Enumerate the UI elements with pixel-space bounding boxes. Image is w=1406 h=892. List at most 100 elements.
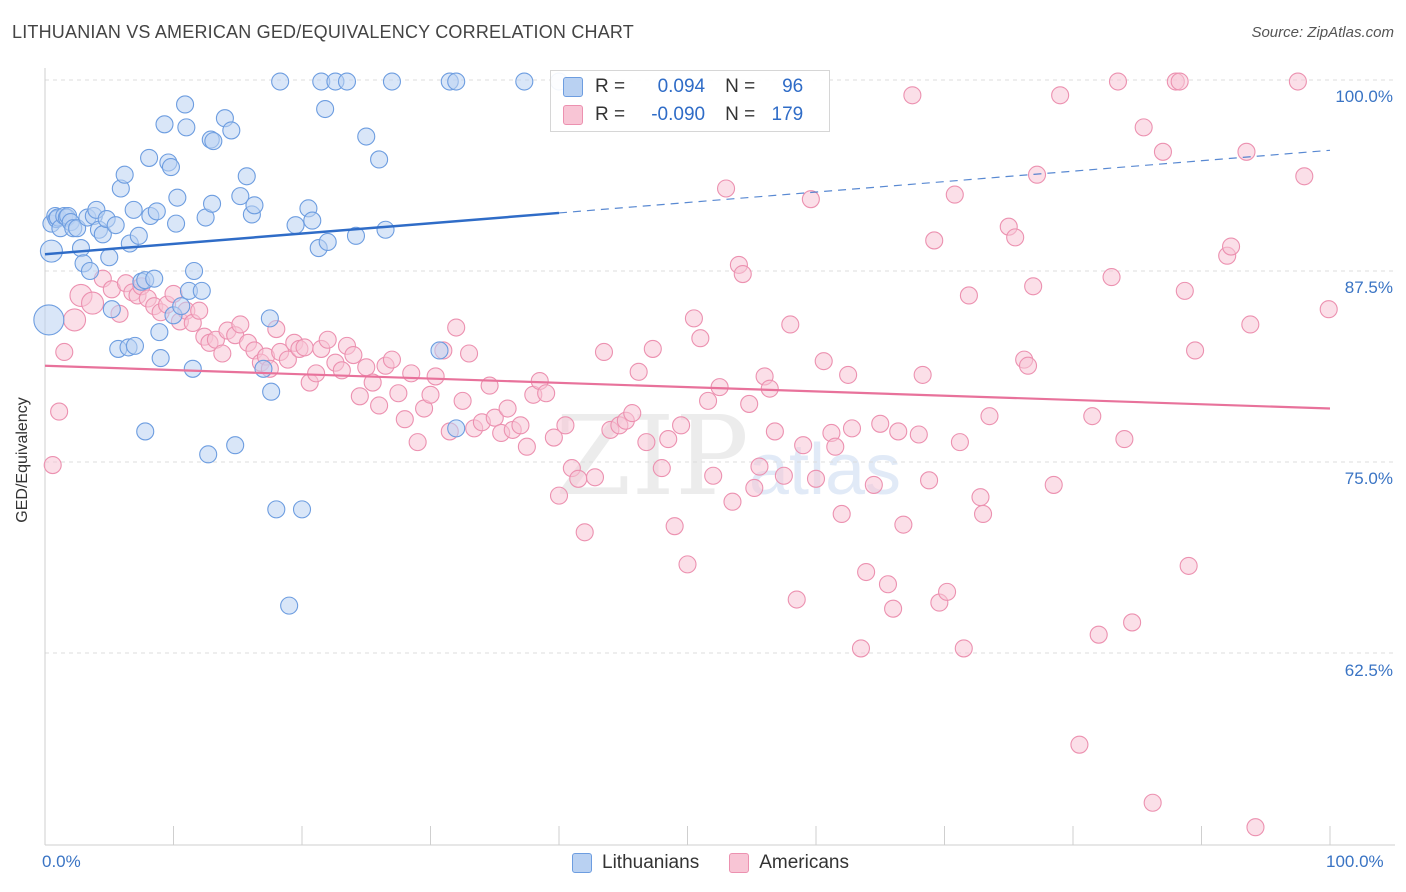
american-point [871,414,890,433]
american-point [704,466,723,485]
lithuanian-point [192,281,211,300]
american-point [938,582,957,601]
american-point [556,416,575,435]
american-point [278,350,297,369]
american-point [447,318,466,337]
american-point [1222,237,1241,256]
american-point [537,384,556,403]
american-point [1295,167,1314,186]
american-point [370,396,389,415]
american-point [1083,407,1102,426]
lithuanians-points [33,72,569,615]
american-point [594,342,614,362]
legend-item-americans[interactable]: Americans [729,852,849,874]
american-point [878,575,898,594]
watermark-zip: ZIP [555,392,749,520]
american-point [814,352,833,371]
american-point [402,364,421,383]
american-point [363,373,382,392]
american-point [1108,72,1128,91]
lithuanian-point [155,115,174,134]
y-tick-87-5: 87.5% [1344,278,1393,297]
american-point [971,488,990,507]
american-point [1175,281,1194,300]
american-point [1134,118,1153,137]
american-point [408,433,427,452]
lithuanian-point [39,239,63,263]
american-point [575,523,594,542]
american-point [909,425,928,444]
american-point [774,466,793,485]
lithuanian-point [129,226,148,245]
x-tick-left: 0.0% [42,852,81,871]
lithuanians-swatch [572,853,592,873]
american-point [1018,356,1038,375]
american-point [55,342,74,362]
american-point [894,515,913,534]
american-point [920,471,939,490]
american-point [1102,268,1121,287]
lithuanian-point [168,188,187,207]
american-point [884,599,903,618]
american-point [842,419,862,438]
lithuanian-point [176,95,195,114]
y-axis-label: GED/Equivalency [14,397,31,523]
watermark-atlas: atlas [748,430,901,510]
lithuanian-point [199,445,218,464]
american-point [453,391,472,410]
american-point [864,475,883,494]
lithuanian-point [33,304,65,336]
american-point [954,639,973,658]
lithuanian-point [318,232,337,252]
y-axis-label-wrap: GED/Equivalency [14,335,32,522]
american-point [801,190,820,209]
american-point [959,286,978,305]
american-point [517,437,536,456]
american-point [1319,300,1338,319]
american-point [857,562,876,582]
stats-legend: R = 0.094 N = 96 R = -0.090 N = 179 [550,70,830,132]
y-tick-75: 75.0% [1344,469,1393,488]
american-point [395,410,414,429]
american-point [426,367,445,386]
lithuanian-point [100,248,119,267]
lithuanian-point [303,211,322,230]
american-point [213,344,232,363]
legend-n-value: 179 [771,104,804,125]
american-point [1170,72,1189,91]
american-point [643,339,662,358]
american-point [839,365,858,384]
americans-swatch [729,853,750,873]
american-point [826,437,845,456]
legend-r-value: 0.094 [657,76,706,97]
american-point [63,308,87,332]
american-point [389,384,408,403]
american-point [623,404,642,423]
american-point [344,345,363,365]
lithuanian-point [376,220,395,239]
legend-row-americans: R = -0.090 N = 179 [563,101,803,129]
american-point [684,309,703,328]
american-point [945,185,964,204]
lithuanian-point [286,216,305,235]
american-point [1024,277,1043,296]
legend-item-lithuanians[interactable]: Lithuanians [572,852,699,874]
american-point [307,364,326,383]
american-point [699,391,718,410]
americans-trend-line [44,364,1331,410]
lithuanian-point [262,382,281,401]
american-point [1143,793,1162,812]
american-point [980,407,999,426]
american-point [629,362,648,381]
lithuanian-point [115,165,134,184]
american-point [851,639,871,658]
american-point [357,358,376,377]
american-point [1179,556,1198,575]
trend-lines [44,149,1331,410]
lithuanians-trend-line [44,211,560,256]
american-point [231,315,250,334]
american-point [740,394,759,413]
american-point [781,315,800,334]
lithuanian-point [204,132,223,151]
lithuanian-point [337,72,357,91]
